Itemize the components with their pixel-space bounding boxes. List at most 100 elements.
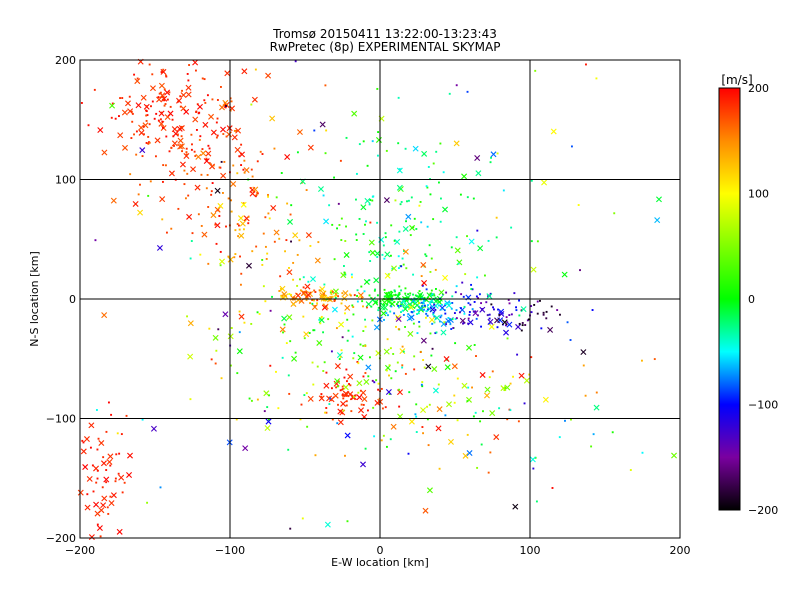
scatter-dot-marker (433, 294, 436, 297)
scatter-dot-marker (318, 289, 321, 292)
x-tick-label: −100 (215, 544, 245, 557)
scatter-dot-marker (416, 313, 419, 315)
scatter-cross-marker (407, 330, 414, 337)
scatter-dot-marker (498, 313, 501, 316)
scatter-dot-marker (386, 338, 389, 341)
scatter-dot-marker (311, 302, 314, 305)
scatter-dot-marker (476, 229, 479, 232)
scatter-cross-marker (489, 410, 496, 417)
scatter-dot-marker (322, 293, 325, 296)
scatter-cross-marker (541, 179, 548, 186)
scatter-dot-marker (351, 335, 354, 338)
scatter-dot-marker (389, 254, 392, 257)
scatter-dot-marker (153, 117, 156, 120)
scatter-dot-marker (467, 386, 470, 389)
scatter-dot-marker (313, 329, 316, 332)
scatter-dot-marker (518, 322, 521, 325)
scatter-dot-marker (345, 225, 347, 228)
scatter-dot-marker (330, 289, 333, 292)
scatter-dot-marker (641, 359, 643, 362)
scatter-cross-marker (425, 363, 432, 370)
scatter-dot-marker (300, 403, 303, 406)
scatter-cross-marker (310, 276, 316, 283)
scatter-dot-marker (421, 385, 424, 388)
scatter-cross-marker (420, 337, 427, 344)
scatter-cross-marker (195, 153, 202, 160)
scatter-cross-marker (318, 395, 325, 402)
scatter-dot-marker (349, 294, 352, 297)
scatter-cross-marker (219, 104, 225, 111)
scatter-dot-marker (338, 224, 341, 226)
scatter-dot-marker (390, 297, 393, 300)
scatter-dot-marker (314, 454, 317, 457)
scatter-dot-marker (358, 217, 361, 220)
scatter-dot-marker (423, 299, 426, 302)
scatter-dot-marker (425, 316, 427, 319)
scatter-dot-marker (364, 325, 367, 328)
scatter-cross-marker (428, 316, 435, 323)
scatter-dot-marker (388, 364, 391, 367)
scatter-dot-marker (207, 144, 210, 147)
scatter-dot-marker (305, 291, 308, 294)
scatter-cross-marker (494, 317, 501, 324)
scatter-dot-marker (306, 425, 309, 428)
scatter-dot-marker (288, 266, 290, 269)
scatter-dot-marker (368, 203, 371, 206)
scatter-dot-marker (390, 305, 393, 308)
scatter-dot-marker (256, 398, 259, 401)
scatter-cross-marker (164, 89, 171, 96)
scatter-dot-marker (286, 202, 289, 205)
scatter-dot-marker (290, 293, 292, 296)
scatter-dot-marker (397, 255, 400, 258)
scatter-dot-marker (280, 295, 283, 298)
scatter-cross-marker (265, 72, 272, 79)
scatter-dot-marker (369, 199, 372, 201)
scatter-cross-marker (318, 317, 325, 324)
scatter-cross-marker (238, 232, 245, 239)
scatter-dot-marker (324, 84, 327, 87)
scatter-cross-marker (332, 288, 339, 295)
scatter-cross-marker (368, 239, 375, 246)
scatter-dot-marker (225, 225, 227, 228)
scatter-dot-marker (350, 273, 353, 276)
scatter-dot-marker (267, 193, 269, 196)
scatter-dot-marker (341, 388, 344, 391)
scatter-cross-marker (512, 503, 519, 510)
scatter-cross-marker (83, 436, 90, 443)
scatter-dot-marker (495, 216, 498, 219)
scatter-dot-marker (376, 154, 379, 157)
scatter-cross-marker (84, 504, 91, 511)
scatter-cross-marker (530, 266, 537, 273)
scatter-dot-marker (279, 275, 282, 278)
scatter-dot-marker (401, 364, 404, 367)
scatter-dot-marker (463, 305, 466, 308)
scatter-dot-marker (435, 331, 438, 334)
scatter-dot-marker (82, 441, 85, 444)
scatter-cross-marker (287, 218, 294, 225)
scatter-dot-marker (431, 322, 434, 325)
scatter-dot-marker (345, 136, 348, 139)
scatter-dot-marker (330, 296, 333, 299)
scatter-dot-marker (462, 295, 465, 298)
scatter-dot-marker (420, 275, 423, 278)
scatter-dot-marker (110, 413, 113, 416)
scatter-dot-marker (208, 327, 211, 330)
colorbar-label: [m/s] (721, 73, 752, 87)
scatter-dot-marker (434, 268, 437, 271)
scatter-dot-marker (464, 273, 467, 276)
scatter-dot-marker (488, 317, 491, 320)
scatter-dot-marker (443, 321, 446, 324)
scatter-dot-marker (161, 98, 164, 101)
scatter-dot-marker (200, 173, 203, 176)
scatter-dot-marker (390, 224, 393, 227)
scatter-dot-marker (540, 327, 543, 330)
colorbar-tick-label: 100 (748, 188, 769, 201)
scatter-dot-marker (238, 228, 241, 231)
scatter-dot-marker (345, 400, 348, 403)
scatter-dot-marker (364, 318, 366, 321)
scatter-dot-marker (400, 265, 403, 268)
scatter-dot-marker (181, 150, 184, 153)
scatter-dot-marker (189, 398, 192, 401)
scatter-dot-marker (308, 332, 311, 334)
scatter-dot-marker (375, 301, 378, 304)
